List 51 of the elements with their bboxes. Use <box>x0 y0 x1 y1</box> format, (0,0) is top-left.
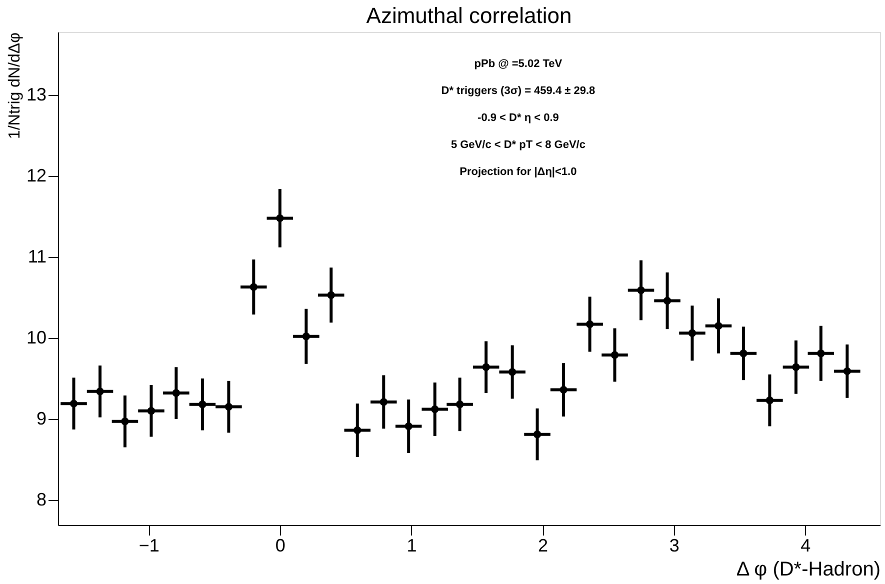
point <box>688 329 696 338</box>
point <box>327 291 335 299</box>
y-tick-label: 8 <box>36 489 46 510</box>
x-tick-label: −1 <box>138 536 160 556</box>
point <box>792 363 800 372</box>
point <box>482 363 490 372</box>
point <box>302 332 310 340</box>
point <box>456 400 464 408</box>
x-tick-label: 0 <box>275 536 286 556</box>
point <box>714 322 722 330</box>
point <box>198 400 206 408</box>
point <box>586 320 594 328</box>
x-axis-title: Δ φ (D*-Hadron) <box>736 558 880 580</box>
y-tick-label: 13 <box>26 84 46 105</box>
chart-title: Azimuthal correlation <box>366 3 572 28</box>
annotation: -0.9 < D* η < 0.9 <box>478 112 559 124</box>
y-tick-label: 9 <box>36 408 46 428</box>
point <box>740 350 748 358</box>
point <box>637 286 645 294</box>
point <box>354 426 362 434</box>
annotation: Projection for |Δη|<1.0 <box>460 166 577 178</box>
x-tick-label: 2 <box>538 536 548 556</box>
point <box>172 389 180 397</box>
point <box>250 283 258 291</box>
point <box>70 400 78 408</box>
point <box>817 350 825 358</box>
point <box>533 430 542 438</box>
y-tick-label: 10 <box>26 328 46 348</box>
x-tick-label: 3 <box>669 536 680 556</box>
point <box>121 418 129 426</box>
y-axis-title: 1/Ntrig dN/dΔφ <box>6 32 24 139</box>
point <box>430 405 439 414</box>
annotation: D* triggers (3σ) = 459.4 ± 29.8 <box>441 85 596 97</box>
point <box>96 388 104 396</box>
point <box>766 396 774 404</box>
point <box>610 351 619 359</box>
x-tick-label: 4 <box>800 536 811 556</box>
y-tick-label: 11 <box>28 246 46 267</box>
point <box>843 367 852 376</box>
annotation: pPb @ =5.02 TeV <box>474 58 563 70</box>
point <box>224 402 233 411</box>
point <box>404 422 412 430</box>
point <box>560 386 568 394</box>
x-tick-label: 1 <box>406 536 417 556</box>
annotation: 5 GeV/c < D* pT < 8 GeV/c <box>450 139 586 151</box>
point <box>276 214 284 222</box>
point <box>380 398 388 406</box>
point <box>147 406 156 415</box>
point <box>508 368 516 376</box>
point <box>663 296 672 305</box>
y-tick-label: 12 <box>26 166 46 186</box>
